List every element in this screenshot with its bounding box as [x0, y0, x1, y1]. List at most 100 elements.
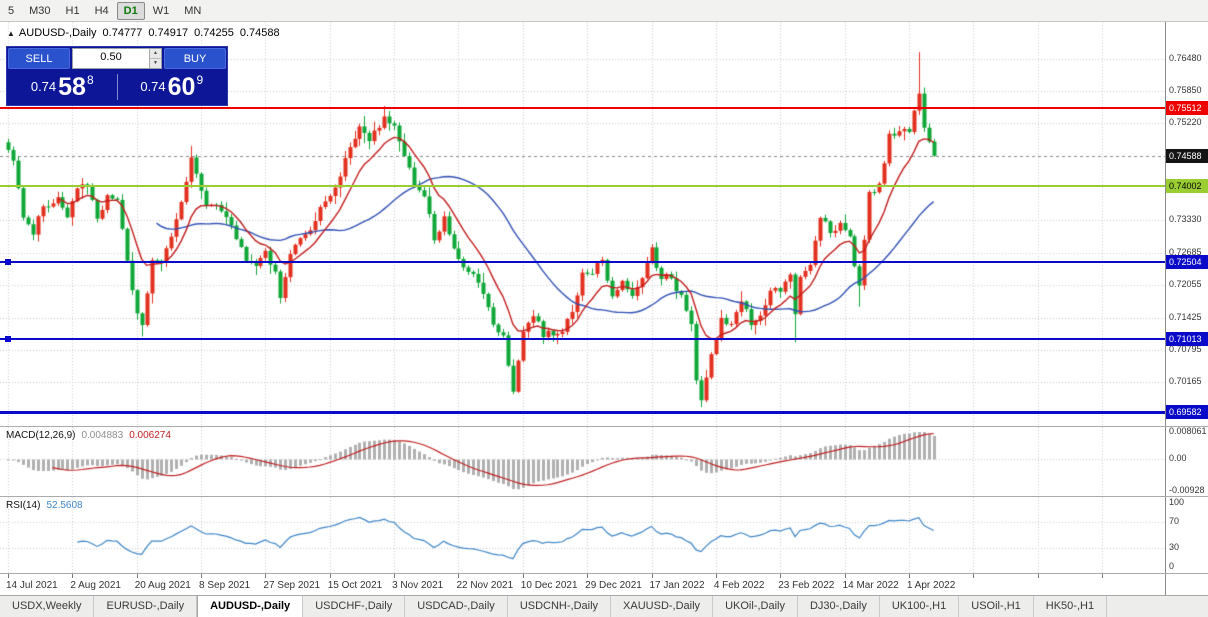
chart-tab-audusd-daily[interactable]: AUDUSD-,Daily [197, 596, 304, 617]
line-anchor-marker[interactable] [5, 335, 11, 342]
macd-canvas[interactable] [0, 427, 1165, 496]
buy-button[interactable]: BUY [164, 48, 226, 69]
price-axis-label-0.72055: 0.72055 [1169, 279, 1202, 290]
chart-tab-dj30-daily[interactable]: DJ30-,Daily [798, 596, 880, 617]
rsi-axis-label-100: 100 [1169, 497, 1185, 507]
time-axis-tick [458, 574, 459, 578]
time-axis-tick [72, 574, 73, 578]
timeframe-button-h1[interactable]: H1 [65, 4, 80, 17]
rsi-value: 52.5608 [46, 500, 83, 511]
time-axis-tick [265, 574, 266, 578]
date-axis-label: 23 Feb 2022 [778, 580, 835, 591]
timeframe-button-d1[interactable]: D1 [116, 1, 145, 20]
time-axis-tick [716, 574, 717, 578]
timeframe-button-w1[interactable]: W1 [152, 4, 170, 17]
horizontal-lines-layer [0, 22, 1165, 426]
date-axis-label: 27 Sep 2021 [263, 580, 321, 591]
time-axis-tick [973, 574, 974, 578]
chart-column: ▲ AUDUSD-,Daily 0.74777 0.74917 0.74255 … [0, 22, 1165, 595]
chart-symbol-period: AUDUSD-,Daily [18, 27, 97, 39]
chart-tab-eurusd-daily[interactable]: EURUSD-,Daily [94, 596, 198, 617]
horizontal-line-0.72504[interactable] [0, 261, 1165, 264]
price-level-badge-0.69582: 0.69582 [1166, 405, 1208, 420]
price-level-badge-0.71013: 0.71013 [1166, 331, 1208, 346]
time-axis-tick [845, 574, 846, 578]
horizontal-line-0.71013[interactable] [0, 337, 1165, 340]
rsi-axis-label-0: 0 [1169, 561, 1175, 571]
chart-tab-usdcnh-daily[interactable]: USDCNH-,Daily [508, 596, 612, 617]
price-level-badge-0.74002: 0.74002 [1166, 178, 1208, 193]
time-axis-tick [394, 574, 395, 578]
date-axis-label: 29 Dec 2021 [585, 580, 642, 591]
time-axis-tick [587, 574, 588, 578]
ohlc-open: 0.74777 [102, 27, 143, 39]
volume-value[interactable]: 0.50 [100, 51, 122, 63]
timeframe-button-mn[interactable]: MN [184, 4, 202, 17]
sell-price[interactable]: 0.74 58 8 [8, 73, 117, 101]
time-axis-tick [523, 574, 524, 578]
price-divider [116, 73, 118, 100]
volume-input[interactable]: 0.50 ▲ ▼ [72, 48, 162, 69]
one-click-trade-panel: SELL 0.50 ▲ ▼ BUY 0.74 58 8 0.74 60 9 [6, 46, 228, 106]
pane-separator[interactable] [0, 496, 1208, 497]
date-axis-label: 1 Apr 2022 [906, 580, 956, 591]
time-axis-tick [1038, 574, 1039, 578]
chart-tab-usoil-h1[interactable]: USOil-,H1 [959, 596, 1034, 617]
rsi-pane[interactable]: RSI(14) 52.5608 [0, 497, 1165, 573]
timeframe-button-5[interactable]: 5 [8, 4, 15, 17]
sell-button[interactable]: SELL [8, 48, 70, 69]
timeframe-button-h4[interactable]: H4 [94, 4, 109, 17]
buy-price[interactable]: 0.74 60 9 [118, 73, 227, 101]
macd-signal-value: 0.006274 [129, 430, 171, 441]
volume-increase-icon[interactable]: ▲ [150, 49, 161, 59]
time-axis-tick [1102, 574, 1103, 578]
chart-tab-ukoil-daily[interactable]: UKOil-,Daily [713, 596, 798, 617]
price-axis-label-0.76480: 0.76480 [1169, 52, 1202, 63]
chart-tab-usdchf-daily[interactable]: USDCHF-,Daily [303, 596, 406, 617]
date-axis-label: 17 Jan 2022 [649, 580, 705, 591]
horizontal-line-0.75512[interactable] [0, 107, 1165, 110]
price-axis[interactable]: 0.76480 0.75850 0.75220 0.73330 0.72685 0.720… [1165, 22, 1208, 595]
chart-tab-hk50-h1[interactable]: HK50-,H1 [1034, 596, 1108, 617]
timeframe-button-m30[interactable]: M30 [29, 4, 51, 17]
sell-price-base: 0.74 [30, 79, 57, 94]
time-axis-tick [330, 574, 331, 578]
rsi-axis-label-30: 30 [1169, 541, 1180, 552]
line-anchor-marker[interactable] [5, 259, 11, 266]
price-pane[interactable]: ▲ AUDUSD-,Daily 0.74777 0.74917 0.74255 … [0, 22, 1165, 426]
time-axis[interactable]: 14 Jul 2021 2 Aug 2021 20 Aug 2021 8 Sep 20… [0, 574, 1165, 595]
rsi-canvas[interactable] [0, 497, 1165, 573]
price-axis-label-0.71425: 0.71425 [1169, 311, 1202, 322]
time-axis-tick [137, 574, 138, 578]
chart-tab-xauusd-daily[interactable]: XAUUSD-,Daily [611, 596, 714, 617]
date-axis-label: 14 Jul 2021 [6, 580, 58, 591]
macd-pane[interactable]: MACD(12,26,9) 0.004883 0.006274 [0, 427, 1165, 496]
time-axis-tick [8, 574, 9, 578]
macd-name: MACD(12,26,9) [6, 430, 76, 441]
chart-ohlc-header: ▲ AUDUSD-,Daily 0.74777 0.74917 0.74255 … [7, 27, 280, 39]
chart-tab-usdx-weekly[interactable]: USDX,Weekly [0, 596, 95, 617]
chart-window: ▲ AUDUSD-,Daily 0.74777 0.74917 0.74255 … [0, 22, 1208, 595]
horizontal-line-0.74002[interactable] [0, 184, 1165, 187]
time-axis-tick [780, 574, 781, 578]
macd-axis-label--0.00928: -0.00928 [1169, 485, 1205, 495]
volume-decrease-icon[interactable]: ▼ [150, 59, 161, 68]
volume-stepper[interactable]: ▲ ▼ [149, 49, 161, 68]
horizontal-line-0.69582[interactable] [0, 410, 1165, 414]
buy-price-base: 0.74 [140, 79, 166, 94]
price-axis-label-0.75850: 0.75850 [1169, 85, 1202, 96]
pane-separator[interactable] [0, 426, 1208, 427]
ohlc-low: 0.74255 [194, 27, 234, 39]
price-level-badge-0.75512: 0.75512 [1166, 101, 1208, 116]
macd-header: MACD(12,26,9) 0.004883 0.006274 [6, 430, 171, 441]
time-axis-tick [201, 574, 202, 578]
price-axis-label-0.70165: 0.70165 [1169, 376, 1202, 387]
price-level-badge-0.72504: 0.72504 [1166, 255, 1208, 270]
chart-tab-usdcad-daily[interactable]: USDCAD-,Daily [405, 596, 508, 617]
collapse-trade-panel-icon[interactable]: ▲ [7, 28, 15, 38]
date-axis-label: 2 Aug 2021 [70, 580, 121, 591]
date-axis-label: 22 Nov 2021 [456, 580, 514, 591]
chart-tab-uk100-h1[interactable]: UK100-,H1 [880, 596, 960, 617]
pane-separator[interactable] [0, 573, 1208, 574]
